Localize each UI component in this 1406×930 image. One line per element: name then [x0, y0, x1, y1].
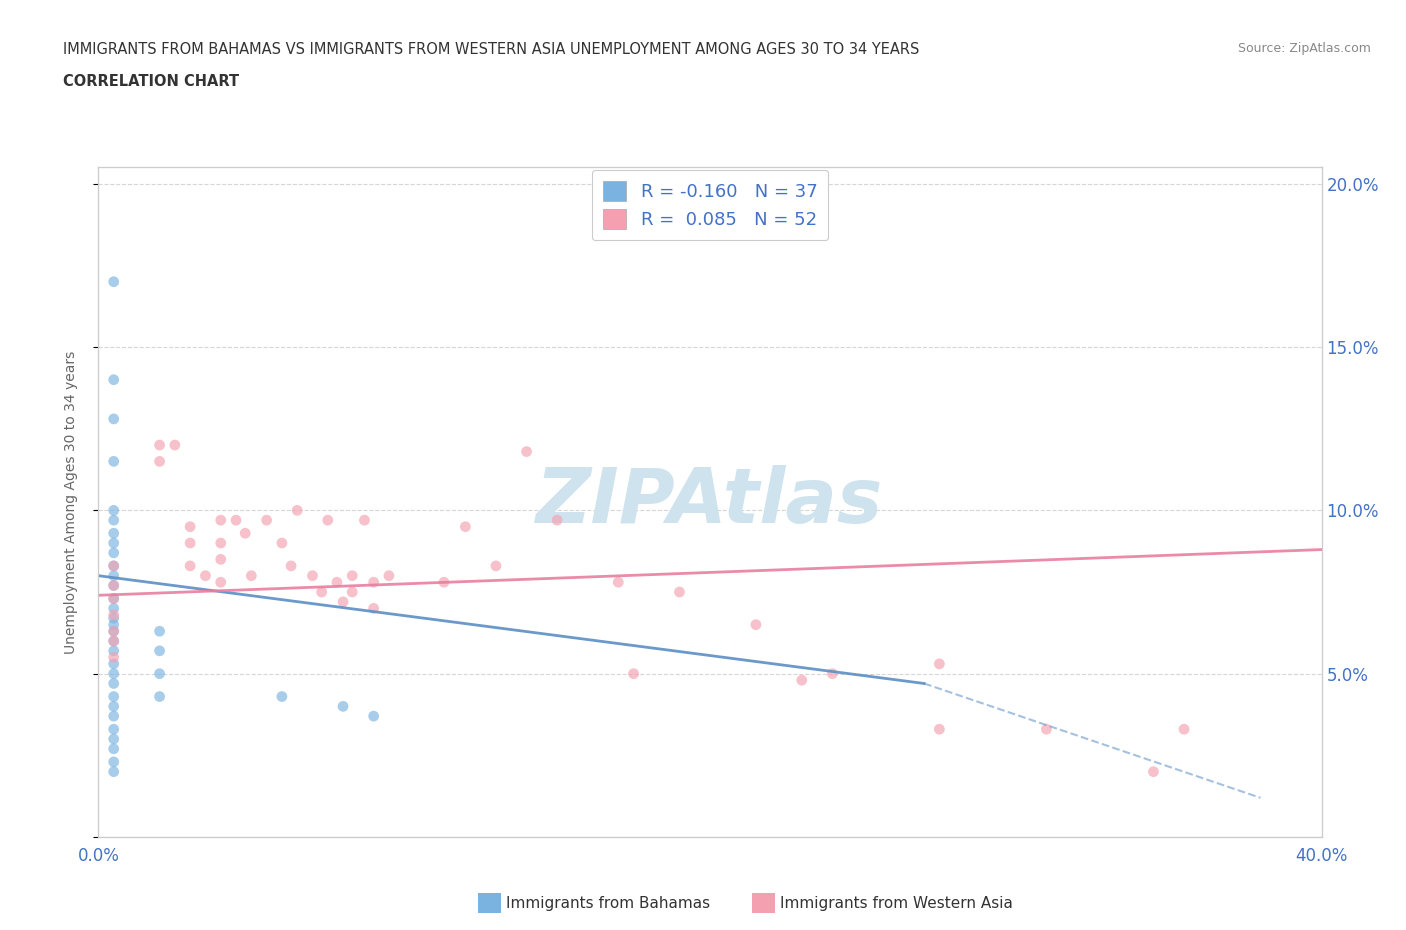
Point — [745, 618, 768, 632]
Point — [342, 585, 364, 600]
Point — [316, 512, 339, 527]
Point — [103, 709, 125, 724]
Point — [103, 618, 125, 632]
Point — [103, 754, 125, 769]
Point — [233, 525, 256, 540]
Point — [103, 578, 125, 593]
Point — [342, 568, 364, 583]
Point — [179, 519, 201, 534]
Text: Source: ZipAtlas.com: Source: ZipAtlas.com — [1237, 42, 1371, 55]
Point — [332, 594, 354, 609]
Point — [1035, 722, 1057, 737]
Point — [103, 764, 125, 779]
Point — [209, 512, 232, 527]
Point — [546, 512, 568, 527]
Point — [149, 666, 172, 681]
Point — [378, 568, 401, 583]
Point — [103, 591, 125, 606]
Point — [623, 666, 645, 681]
Point — [516, 445, 538, 459]
Point — [433, 575, 456, 590]
Point — [103, 372, 125, 387]
Point — [103, 676, 125, 691]
Point — [301, 568, 323, 583]
Text: ZIPAtlas: ZIPAtlas — [536, 465, 884, 539]
Point — [103, 633, 125, 648]
Legend: R = -0.160   N = 37, R =  0.085   N = 52: R = -0.160 N = 37, R = 0.085 N = 52 — [592, 170, 828, 240]
Point — [209, 536, 232, 551]
Point — [103, 545, 125, 560]
Point — [928, 657, 950, 671]
Text: Immigrants from Bahamas: Immigrants from Bahamas — [506, 897, 710, 911]
Text: Immigrants from Western Asia: Immigrants from Western Asia — [780, 897, 1014, 911]
Point — [103, 633, 125, 648]
Point — [103, 699, 125, 714]
Point — [194, 568, 217, 583]
Point — [103, 558, 125, 573]
Point — [103, 666, 125, 681]
Point — [103, 689, 125, 704]
Point — [363, 709, 385, 724]
Point — [103, 607, 125, 622]
Point — [454, 519, 477, 534]
Point — [103, 611, 125, 626]
Point — [103, 274, 125, 289]
Point — [163, 438, 186, 453]
Point — [179, 558, 201, 573]
Point — [1173, 722, 1195, 737]
Point — [209, 575, 232, 590]
Point — [240, 568, 263, 583]
Point — [103, 568, 125, 583]
Point — [103, 503, 125, 518]
Point — [353, 512, 375, 527]
Point — [149, 644, 172, 658]
Point — [179, 536, 201, 551]
Point — [790, 672, 813, 687]
Point — [1142, 764, 1164, 779]
Point — [103, 657, 125, 671]
Point — [256, 512, 278, 527]
Point — [103, 644, 125, 658]
Point — [149, 438, 172, 453]
Point — [363, 575, 385, 590]
Point — [363, 601, 385, 616]
Point — [103, 722, 125, 737]
Point — [103, 558, 125, 573]
Point — [149, 454, 172, 469]
Point — [280, 558, 302, 573]
Point — [668, 585, 690, 600]
Point — [928, 722, 950, 737]
Point — [103, 525, 125, 540]
Point — [821, 666, 844, 681]
Point — [103, 454, 125, 469]
Y-axis label: Unemployment Among Ages 30 to 34 years: Unemployment Among Ages 30 to 34 years — [63, 351, 77, 654]
Point — [103, 624, 125, 639]
Point — [103, 732, 125, 747]
Point — [285, 503, 308, 518]
Point — [103, 591, 125, 606]
Point — [149, 689, 172, 704]
Point — [209, 551, 232, 566]
Point — [607, 575, 630, 590]
Point — [485, 558, 508, 573]
Point — [149, 624, 172, 639]
Point — [103, 650, 125, 665]
Point — [103, 601, 125, 616]
Text: CORRELATION CHART: CORRELATION CHART — [63, 74, 239, 89]
Point — [103, 512, 125, 527]
Text: IMMIGRANTS FROM BAHAMAS VS IMMIGRANTS FROM WESTERN ASIA UNEMPLOYMENT AMONG AGES : IMMIGRANTS FROM BAHAMAS VS IMMIGRANTS FR… — [63, 42, 920, 57]
Point — [270, 689, 292, 704]
Point — [103, 741, 125, 756]
Point — [103, 536, 125, 551]
Point — [103, 624, 125, 639]
Point — [103, 578, 125, 593]
Point — [311, 585, 333, 600]
Point — [225, 512, 247, 527]
Point — [332, 699, 354, 714]
Point — [270, 536, 292, 551]
Point — [326, 575, 349, 590]
Point — [103, 411, 125, 426]
